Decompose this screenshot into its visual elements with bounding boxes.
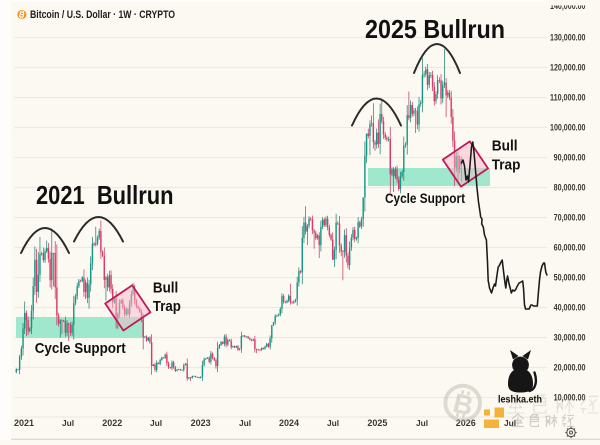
svg-text:120,000.00: 120,000.00 bbox=[550, 63, 586, 73]
svg-text:Jul: Jul bbox=[504, 418, 516, 428]
svg-text:50,000.00: 50,000.00 bbox=[554, 273, 586, 283]
svg-text:Bitcoin / U.S. Dollar · 1W · C: Bitcoin / U.S. Dollar · 1W · CRYPTO bbox=[30, 9, 175, 21]
svg-text:60,000.00: 60,000.00 bbox=[554, 243, 586, 253]
svg-text:110,000.00: 110,000.00 bbox=[550, 93, 586, 103]
svg-text:Jul: Jul bbox=[327, 418, 339, 428]
svg-text:2023: 2023 bbox=[191, 418, 211, 428]
svg-text:140,000.00: 140,000.00 bbox=[550, 1, 586, 11]
svg-text:30,000.00: 30,000.00 bbox=[554, 333, 586, 343]
svg-text:B: B bbox=[18, 10, 26, 20]
svg-text:2022: 2022 bbox=[102, 418, 122, 428]
svg-text:20,000.00: 20,000.00 bbox=[554, 363, 586, 373]
svg-text:100,000.00: 100,000.00 bbox=[550, 123, 586, 133]
svg-text:70,000.00: 70,000.00 bbox=[554, 213, 586, 223]
svg-text:2025: 2025 bbox=[367, 418, 387, 428]
svg-text:Bull: Bull bbox=[492, 137, 518, 154]
svg-text:2024: 2024 bbox=[279, 418, 299, 428]
svg-text:Jul: Jul bbox=[239, 418, 251, 428]
svg-text:2025 Bullrun: 2025 Bullrun bbox=[365, 14, 505, 44]
svg-text:2026: 2026 bbox=[456, 418, 476, 428]
svg-text:2021: 2021 bbox=[14, 418, 34, 428]
svg-text:Bull: Bull bbox=[153, 280, 178, 297]
svg-text:10,000.00: 10,000.00 bbox=[554, 393, 586, 403]
svg-text:Jul: Jul bbox=[416, 418, 428, 428]
svg-text:130,000.00: 130,000.00 bbox=[550, 33, 586, 43]
svg-text:Trap: Trap bbox=[153, 298, 181, 315]
svg-text:90,000.00: 90,000.00 bbox=[554, 153, 586, 163]
svg-text:2021 Bullrun: 2021 Bullrun bbox=[36, 180, 174, 210]
svg-text:Cycle Support: Cycle Support bbox=[385, 190, 465, 206]
svg-text:Jul: Jul bbox=[62, 418, 74, 428]
svg-text:80,000.00: 80,000.00 bbox=[554, 183, 586, 193]
svg-text:Jul: Jul bbox=[150, 418, 162, 428]
svg-text:Trap: Trap bbox=[492, 157, 521, 174]
svg-text:Cycle Support: Cycle Support bbox=[35, 340, 126, 357]
svg-text:leshka.eth: leshka.eth bbox=[498, 395, 542, 406]
svg-text:40,000.00: 40,000.00 bbox=[554, 303, 586, 313]
